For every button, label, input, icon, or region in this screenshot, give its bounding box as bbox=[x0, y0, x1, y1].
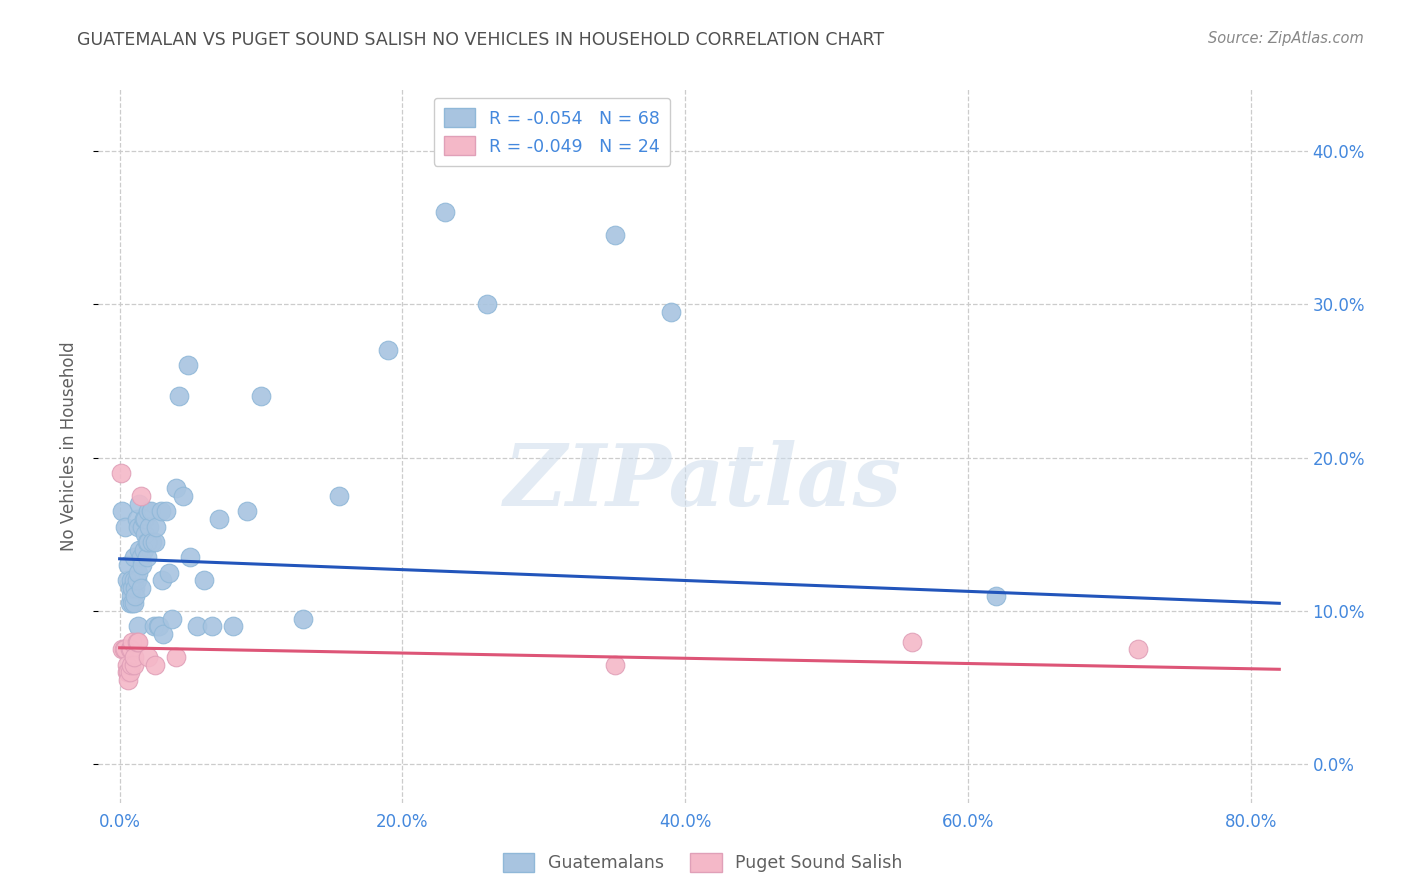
Point bbox=[120, 642, 142, 657]
Point bbox=[114, 642, 136, 657]
Point bbox=[145, 519, 167, 533]
Point bbox=[127, 519, 149, 533]
Point bbox=[477, 297, 499, 311]
Point bbox=[193, 574, 215, 588]
Point bbox=[125, 574, 148, 588]
Point bbox=[121, 634, 143, 648]
Y-axis label: No Vehicles in Household: No Vehicles in Household bbox=[59, 341, 77, 551]
Point bbox=[148, 619, 170, 633]
Point bbox=[115, 657, 138, 672]
Point bbox=[136, 535, 159, 549]
Point bbox=[122, 550, 145, 565]
Point bbox=[900, 634, 922, 648]
Legend: R = -0.054   N = 68, R = -0.049   N = 24: R = -0.054 N = 68, R = -0.049 N = 24 bbox=[433, 98, 671, 166]
Point bbox=[128, 497, 150, 511]
Point bbox=[142, 619, 165, 633]
Point bbox=[128, 542, 150, 557]
Point bbox=[131, 558, 153, 572]
Point bbox=[120, 657, 142, 672]
Point bbox=[122, 596, 145, 610]
Point bbox=[114, 519, 136, 533]
Point bbox=[141, 535, 163, 549]
Point bbox=[250, 389, 273, 403]
Point bbox=[136, 504, 159, 518]
Point bbox=[236, 504, 259, 518]
Point bbox=[150, 574, 173, 588]
Point bbox=[118, 665, 141, 680]
Point bbox=[152, 627, 174, 641]
Point bbox=[139, 504, 162, 518]
Text: ZIPatlas: ZIPatlas bbox=[503, 440, 903, 524]
Point bbox=[146, 619, 169, 633]
Point bbox=[134, 527, 156, 541]
Point bbox=[172, 489, 194, 503]
Point bbox=[186, 619, 208, 633]
Point bbox=[118, 581, 141, 595]
Point bbox=[1126, 642, 1149, 657]
Point bbox=[135, 535, 157, 549]
Point bbox=[127, 566, 149, 580]
Point bbox=[111, 642, 134, 657]
Point bbox=[120, 589, 142, 603]
Point bbox=[986, 589, 1008, 603]
Point bbox=[433, 205, 456, 219]
Point bbox=[134, 512, 156, 526]
Point bbox=[143, 535, 166, 549]
Point bbox=[127, 619, 149, 633]
Legend: Guatemalans, Puget Sound Salish: Guatemalans, Puget Sound Salish bbox=[496, 846, 910, 879]
Point bbox=[207, 512, 229, 526]
Point bbox=[111, 504, 134, 518]
Point bbox=[122, 657, 145, 672]
Point bbox=[125, 512, 148, 526]
Point bbox=[115, 665, 138, 680]
Point bbox=[176, 359, 198, 373]
Point bbox=[165, 481, 187, 495]
Point bbox=[377, 343, 399, 357]
Point bbox=[165, 650, 187, 665]
Point bbox=[328, 489, 350, 503]
Point bbox=[155, 504, 177, 518]
Point bbox=[143, 657, 166, 672]
Point bbox=[603, 657, 626, 672]
Text: GUATEMALAN VS PUGET SOUND SALISH NO VEHICLES IN HOUSEHOLD CORRELATION CHART: GUATEMALAN VS PUGET SOUND SALISH NO VEHI… bbox=[77, 31, 884, 49]
Point bbox=[112, 642, 135, 657]
Point bbox=[115, 574, 138, 588]
Point bbox=[292, 612, 315, 626]
Point bbox=[157, 566, 180, 580]
Point bbox=[124, 589, 146, 603]
Point bbox=[149, 504, 172, 518]
Point bbox=[138, 519, 160, 533]
Point bbox=[110, 466, 132, 480]
Point bbox=[167, 389, 190, 403]
Point bbox=[603, 227, 626, 242]
Point bbox=[121, 581, 143, 595]
Point bbox=[179, 550, 201, 565]
Point bbox=[131, 519, 153, 533]
Point bbox=[118, 596, 141, 610]
Point bbox=[124, 581, 146, 595]
Point bbox=[132, 512, 155, 526]
Point bbox=[160, 612, 183, 626]
Point bbox=[121, 596, 143, 610]
Point bbox=[120, 574, 142, 588]
Point bbox=[132, 542, 155, 557]
Point bbox=[125, 634, 148, 648]
Point bbox=[129, 489, 152, 503]
Point bbox=[129, 581, 152, 595]
Point bbox=[136, 650, 159, 665]
Point bbox=[122, 574, 145, 588]
Point bbox=[117, 665, 139, 680]
Point bbox=[117, 558, 139, 572]
Point bbox=[129, 550, 152, 565]
Point bbox=[122, 650, 145, 665]
Point bbox=[127, 634, 149, 648]
Point bbox=[118, 642, 141, 657]
Point bbox=[117, 673, 139, 687]
Point bbox=[200, 619, 222, 633]
Point bbox=[659, 304, 682, 318]
Text: Source: ZipAtlas.com: Source: ZipAtlas.com bbox=[1208, 31, 1364, 46]
Point bbox=[222, 619, 245, 633]
Point bbox=[135, 550, 157, 565]
